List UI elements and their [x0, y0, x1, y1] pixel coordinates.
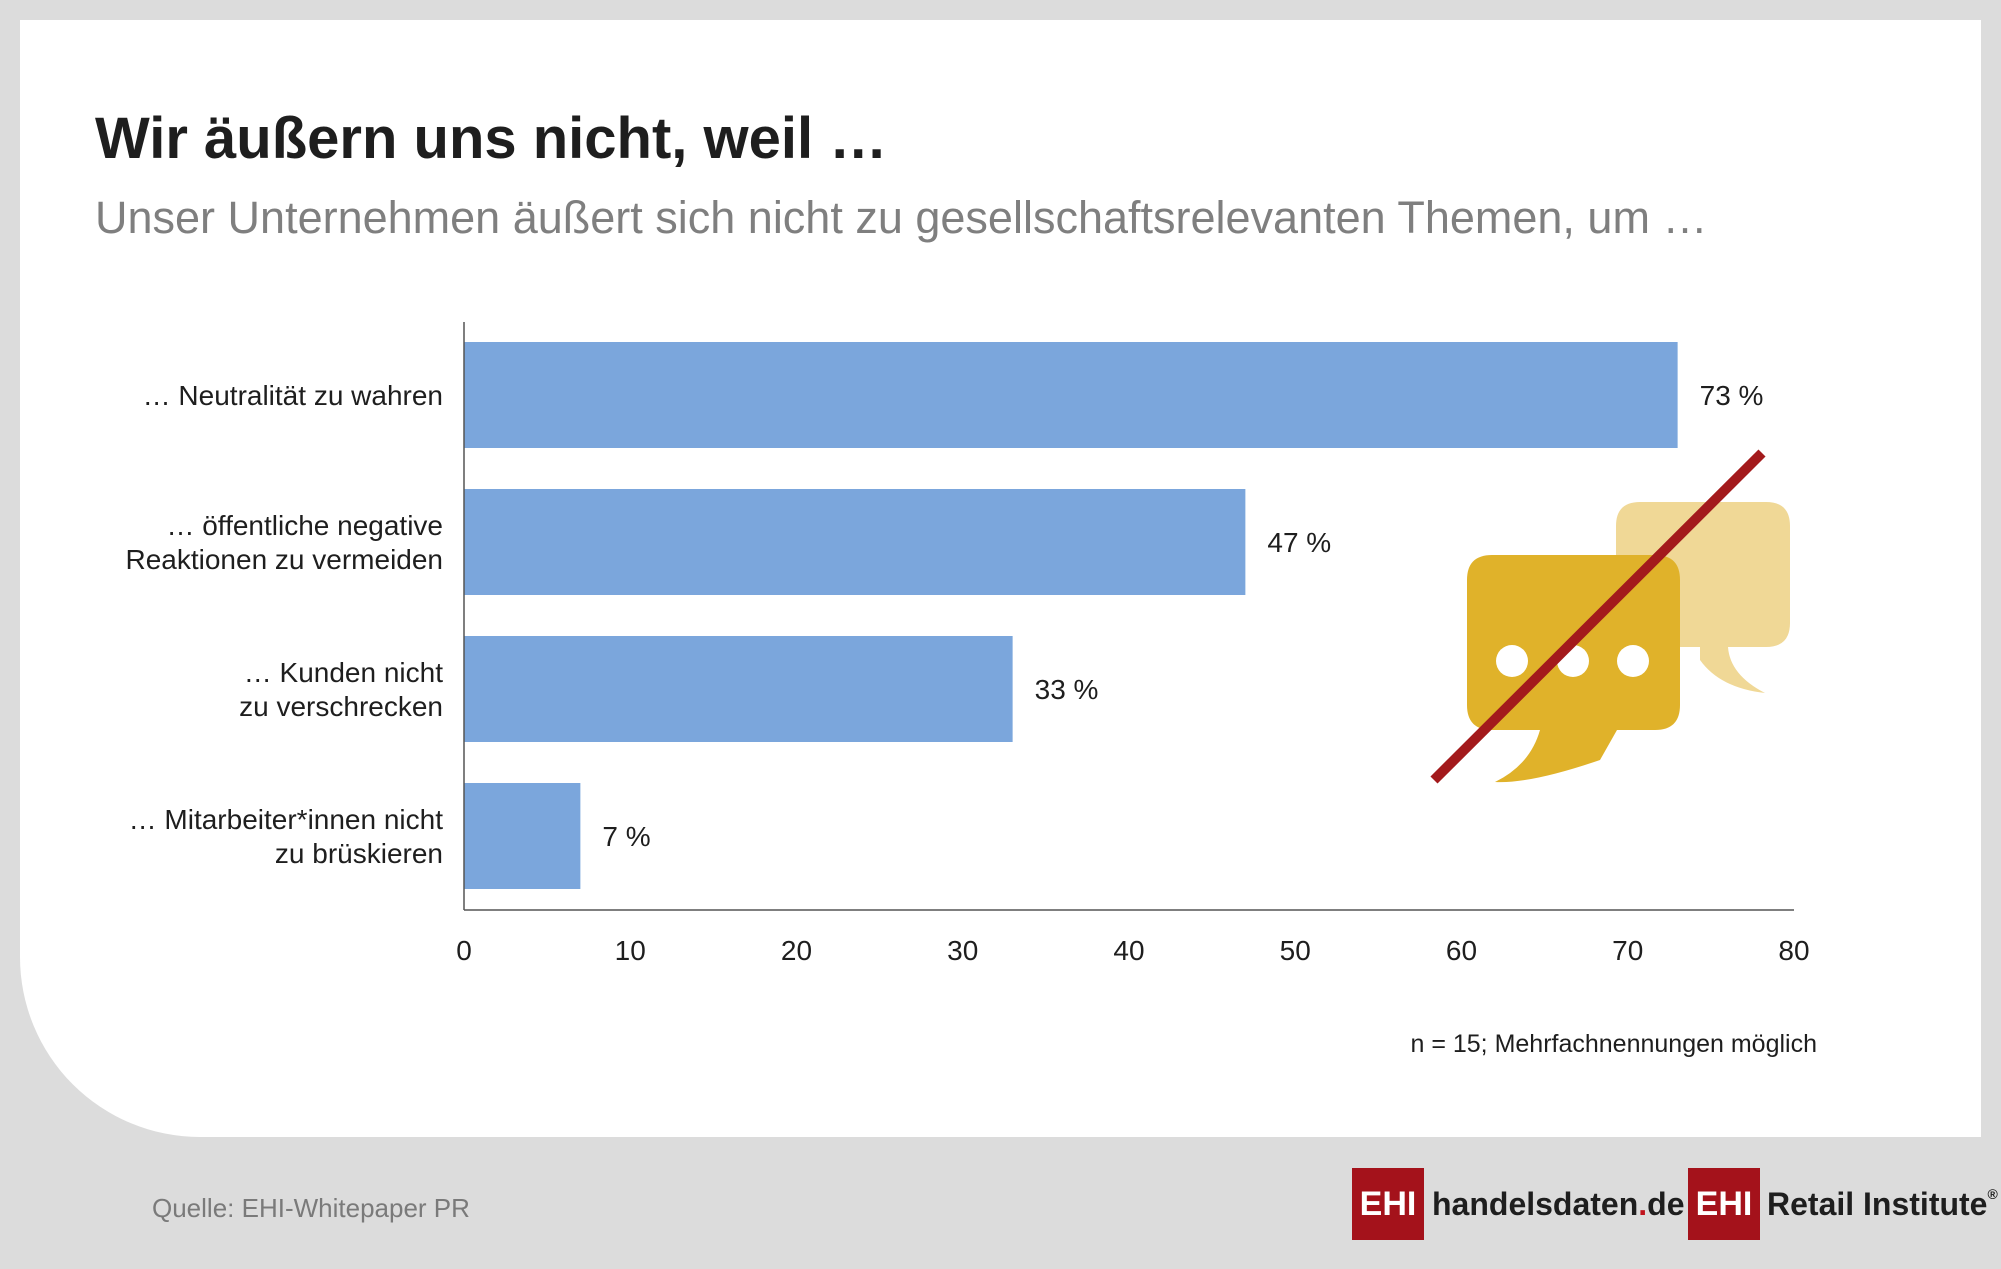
- x-tick-label: 0: [456, 935, 472, 966]
- source-text: Quelle: EHI-Whitepaper PR: [152, 1193, 470, 1223]
- x-axis: 0 10 20 30 40 50 60 70 80: [456, 322, 1810, 966]
- chart-subtitle: Unser Unternehmen äußert sich nicht zu g…: [95, 192, 1708, 243]
- bubble-dot: [1617, 645, 1649, 677]
- x-tick-label: 70: [1612, 935, 1643, 966]
- strike-line-icon: [1430, 449, 1766, 784]
- speech-bubbles-icon: [1467, 502, 1790, 783]
- value-label: 47 %: [1267, 527, 1331, 558]
- value-labels-group: 73 % 47 % 33 % 7 %: [602, 380, 1763, 852]
- value-label: 73 %: [1700, 380, 1764, 411]
- x-tick-label: 50: [1280, 935, 1311, 966]
- category-label: … Kunden nicht: [244, 657, 443, 688]
- sample-note: n = 15; Mehrfachnennungen möglich: [1410, 1030, 1817, 1058]
- bar: [464, 636, 1013, 742]
- retail-institute-name: Retail Institute: [1767, 1186, 1988, 1222]
- x-tick-label: 40: [1113, 935, 1144, 966]
- x-tick-label: 10: [615, 935, 646, 966]
- chart-title: Wir äußern uns nicht, weil …: [95, 106, 888, 171]
- handelsdaten-name: handelsdaten: [1432, 1186, 1639, 1222]
- x-tick-label: 80: [1778, 935, 1809, 966]
- handelsdaten-logo[interactable]: handelsdaten.de: [1432, 1186, 1685, 1223]
- category-label: zu brüskieren: [275, 838, 443, 869]
- x-tick-label: 60: [1446, 935, 1477, 966]
- retail-institute-logo[interactable]: Retail Institute®: [1767, 1186, 1998, 1223]
- registered-mark: ®: [1987, 1186, 1998, 1202]
- category-label: … Mitarbeiter*innen nicht: [129, 804, 444, 835]
- handelsdaten-tld: de: [1647, 1186, 1685, 1222]
- bar: [464, 342, 1678, 448]
- bar: [464, 489, 1246, 595]
- ehi-logo-box: EHI: [1352, 1168, 1424, 1240]
- category-labels-group: … Neutralität zu wahren … öffentliche neg…: [125, 380, 443, 869]
- category-label: … öffentliche negative: [166, 510, 443, 541]
- x-tick-label: 20: [781, 935, 812, 966]
- handelsdaten-dot: .: [1638, 1186, 1648, 1222]
- bars-group: [464, 342, 1678, 889]
- bubble-dot: [1496, 645, 1528, 677]
- ehi-retail-logo-box: EHI: [1688, 1168, 1760, 1240]
- category-label: … Neutralität zu wahren: [143, 380, 443, 411]
- category-label: Reaktionen zu vermeiden: [125, 544, 443, 575]
- value-label: 7 %: [602, 821, 650, 852]
- category-label: zu verschrecken: [239, 691, 443, 722]
- value-label: 33 %: [1035, 674, 1099, 705]
- bar: [464, 783, 581, 889]
- x-tick-label: 30: [947, 935, 978, 966]
